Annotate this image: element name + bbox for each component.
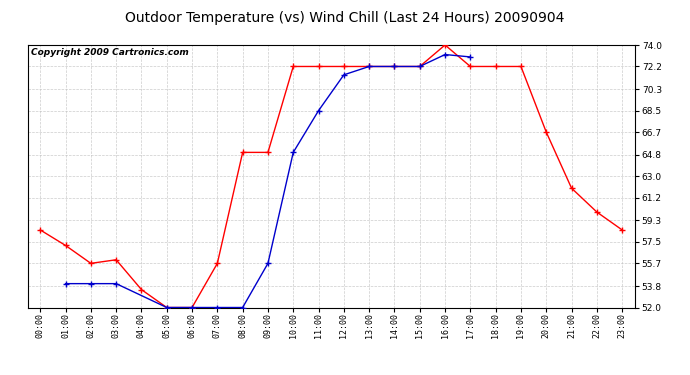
Text: Outdoor Temperature (vs) Wind Chill (Last 24 Hours) 20090904: Outdoor Temperature (vs) Wind Chill (Las…	[126, 11, 564, 25]
Text: Copyright 2009 Cartronics.com: Copyright 2009 Cartronics.com	[30, 48, 188, 57]
